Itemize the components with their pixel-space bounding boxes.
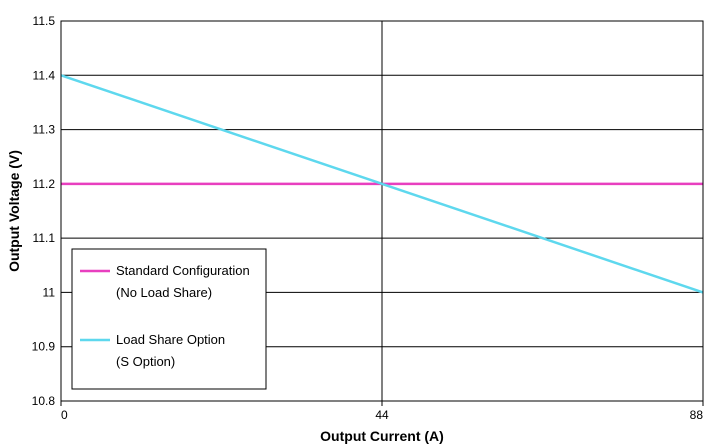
y-tick-label-5: 11.3 [33, 123, 56, 137]
x-tick-label-0: 0 [61, 408, 68, 422]
y-tick-label-7: 11.5 [33, 14, 56, 28]
legend-box [71, 248, 267, 390]
y-tick-label-4: 11.2 [33, 177, 56, 191]
legend-label-0-1: (No Load Share) [116, 285, 212, 300]
y-axis-title: Output Voltage (V) [6, 150, 22, 272]
y-tick-label-1: 10.9 [32, 340, 56, 354]
legend-label-1-1: (S Option) [116, 354, 175, 369]
y-tick-label-6: 11.4 [33, 68, 56, 82]
y-tick-label-0: 10.8 [32, 394, 56, 408]
y-tick-label-3: 11.1 [33, 231, 56, 245]
legend-label-1-0: Load Share Option [116, 332, 225, 347]
x-axis-title: Output Current (A) [320, 428, 444, 444]
legend-label-0-0: Standard Configuration [116, 263, 250, 278]
series-lines [60, 74, 704, 294]
y-tick-label-2: 11 [43, 285, 56, 299]
x-tick-label-1: 44 [375, 408, 389, 422]
series-line-1 [60, 74, 704, 294]
x-axis-ticks: 0 44 88 [60, 401, 704, 422]
legend: Standard Configuration (No Load Share) Loa… [71, 248, 267, 390]
x-tick-label-2: 88 [690, 408, 704, 422]
y-axis-ticks: 10.8 10.9 11 11.1 11.2 11.3 11.4 11.5 [32, 14, 56, 408]
